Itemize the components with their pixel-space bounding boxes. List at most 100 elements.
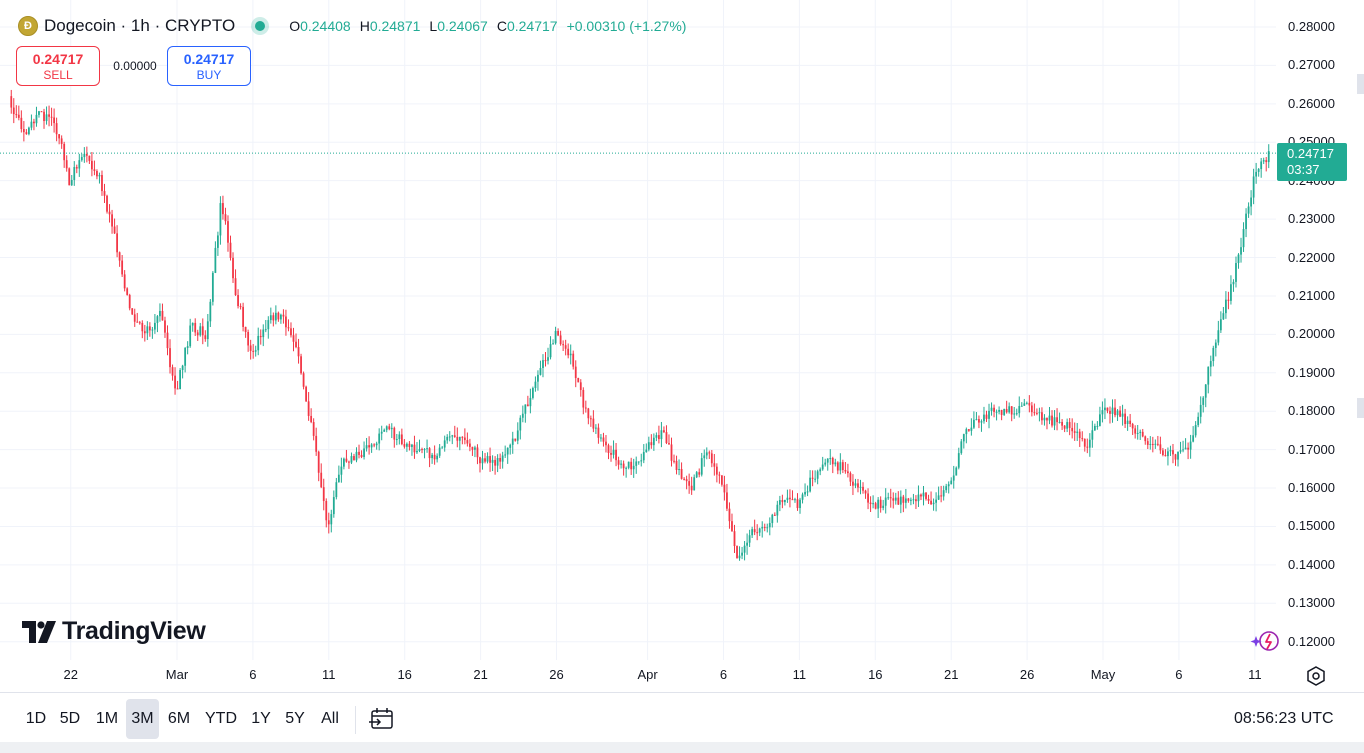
candle xyxy=(978,415,980,429)
time-axis[interactable]: 22 Mar 6 11 16 21 26 Apr 6 11 16 21 26 May 6 11 xyxy=(0,660,1276,692)
candle-body xyxy=(710,453,713,464)
candle xyxy=(967,429,970,432)
candle xyxy=(274,305,277,325)
candle-body xyxy=(935,499,937,503)
range-1y-button[interactable]: 1Y xyxy=(251,710,271,727)
candle xyxy=(819,467,822,476)
buy-button[interactable]: 0.24717 BUY xyxy=(167,46,251,86)
candle-body xyxy=(40,111,43,113)
candle xyxy=(121,254,124,277)
candle-body xyxy=(1136,432,1139,434)
candle xyxy=(1119,406,1121,418)
symbol-title[interactable]: Dogecoin · 1h · CRYPTO xyxy=(44,16,236,35)
candle-body xyxy=(272,315,275,321)
candle-body xyxy=(406,443,408,447)
candle-body xyxy=(315,435,318,452)
candle xyxy=(93,160,96,176)
candle xyxy=(1219,311,1222,333)
candle-body xyxy=(370,444,373,448)
candle xyxy=(53,108,55,133)
candle-body xyxy=(569,353,572,356)
candle-body xyxy=(642,452,645,461)
candle-body xyxy=(688,481,691,486)
candle-body xyxy=(516,430,519,441)
candle-body xyxy=(1013,413,1016,415)
candle-body xyxy=(658,435,660,440)
price-scale-scrollbar[interactable] xyxy=(1357,74,1364,94)
price-plot[interactable] xyxy=(0,0,1276,660)
candle xyxy=(1235,256,1237,288)
range-5d-button[interactable]: 5D xyxy=(59,710,81,727)
candle xyxy=(418,439,421,453)
candle xyxy=(252,344,255,359)
candle-body xyxy=(101,175,103,192)
time-tick-label: 6 xyxy=(249,667,257,682)
go-to-date-icon[interactable] xyxy=(368,705,396,733)
candle xyxy=(438,444,441,458)
price-scale-scrollbar-lower[interactable] xyxy=(1357,398,1364,418)
candle xyxy=(723,475,726,501)
candle xyxy=(40,111,43,113)
candle-body xyxy=(1242,229,1245,248)
utc-clock[interactable]: 08:56:23 UTC xyxy=(1234,710,1334,727)
candle xyxy=(1212,345,1215,367)
range-5y-button[interactable]: 5Y xyxy=(285,710,305,727)
candle-body xyxy=(317,451,320,473)
candle-body xyxy=(844,469,847,472)
candle-body xyxy=(537,374,539,382)
tradingview-logo[interactable]: TradingView xyxy=(22,617,206,646)
candle-body xyxy=(227,221,229,243)
range-3m-button[interactable]: 3M xyxy=(126,699,159,739)
range-all-button[interactable]: All xyxy=(321,710,339,727)
candle xyxy=(637,461,640,465)
candle xyxy=(1174,453,1177,466)
candle xyxy=(743,540,746,561)
candle xyxy=(249,339,252,360)
range-ytd-button[interactable]: YTD xyxy=(205,710,237,727)
candle-body xyxy=(973,419,975,428)
ai-sparkle-icon[interactable] xyxy=(1250,626,1280,656)
candle-body xyxy=(557,330,559,336)
candle-body xyxy=(53,117,55,124)
candle xyxy=(1061,419,1063,431)
candle xyxy=(1260,157,1263,178)
sell-button[interactable]: 0.24717 SELL xyxy=(16,46,100,86)
candle xyxy=(315,427,318,456)
candle-body xyxy=(836,462,839,471)
range-1d-button[interactable]: 1D xyxy=(25,710,47,727)
chart-settings-icon[interactable] xyxy=(1305,665,1327,687)
chart-pane[interactable]: Ð Dogecoin · 1h · CRYPTO O0.24408 H0.248… xyxy=(0,0,1279,660)
candle-body xyxy=(80,157,83,161)
candle-body xyxy=(652,437,655,446)
candle xyxy=(375,441,378,450)
candle xyxy=(733,524,736,553)
candle xyxy=(869,496,872,512)
candle xyxy=(569,344,572,365)
candle-body xyxy=(751,529,754,536)
candle xyxy=(509,443,512,455)
candle xyxy=(413,435,416,459)
candle-body xyxy=(718,474,721,476)
candle-body xyxy=(1240,247,1242,255)
candle-body xyxy=(862,486,864,491)
candle xyxy=(499,453,502,469)
candle-body xyxy=(564,345,567,349)
candle-body xyxy=(501,455,504,462)
candle-body xyxy=(83,153,86,158)
candle-body xyxy=(965,429,968,435)
candle-body xyxy=(1247,206,1250,214)
range-6m-button[interactable]: 6M xyxy=(167,710,191,727)
candle xyxy=(20,110,23,133)
candle xyxy=(1028,395,1031,413)
candle xyxy=(154,314,156,334)
candle-body xyxy=(10,96,13,108)
price-axis[interactable]: 0.280000.270000.260000.250000.240000.230… xyxy=(1276,0,1364,660)
candle xyxy=(1167,447,1169,466)
candle-body xyxy=(222,203,224,215)
range-1m-button[interactable]: 1M xyxy=(95,710,119,727)
candle xyxy=(143,324,146,342)
candle xyxy=(48,105,50,127)
candle-body xyxy=(849,473,852,482)
candle-body xyxy=(174,375,176,389)
